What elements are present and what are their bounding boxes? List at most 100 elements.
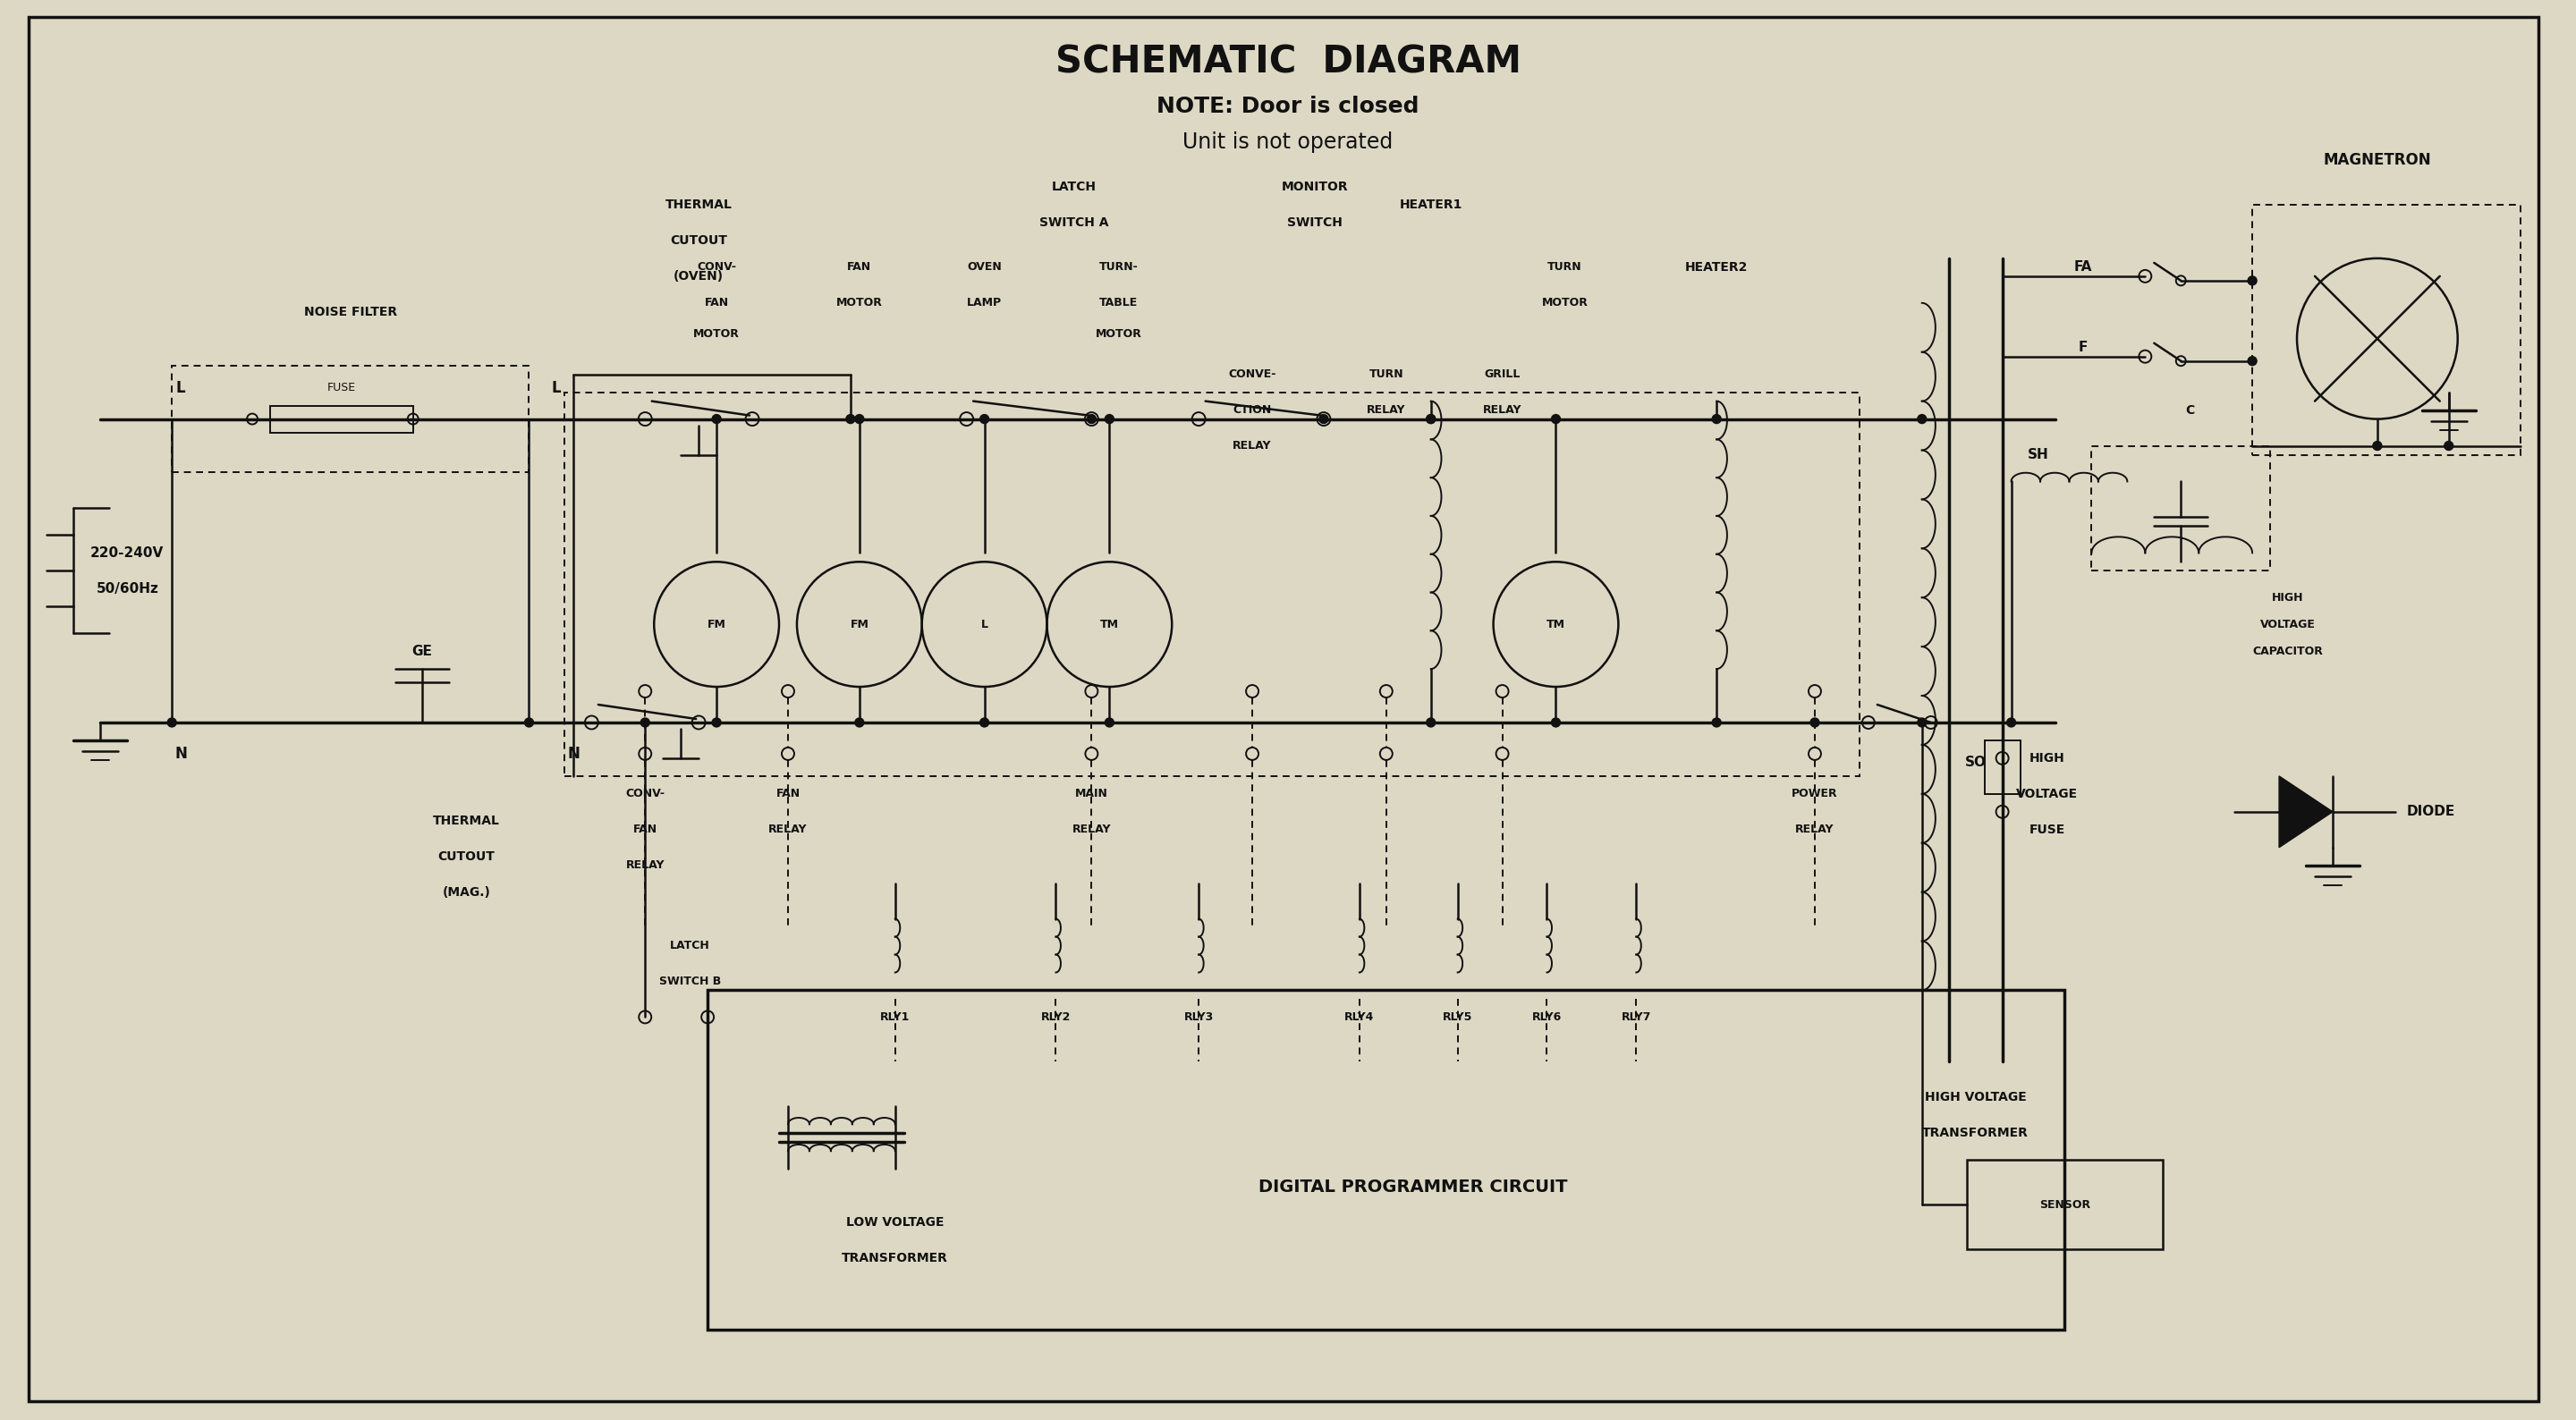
Text: (MAG.): (MAG.) xyxy=(443,886,489,899)
Text: CUTOUT: CUTOUT xyxy=(670,234,726,247)
Text: RLY5: RLY5 xyxy=(1443,1011,1473,1022)
Text: TURN-: TURN- xyxy=(1100,261,1139,273)
Circle shape xyxy=(1917,719,1927,727)
Text: RELAY: RELAY xyxy=(1484,405,1522,416)
Text: RLY1: RLY1 xyxy=(881,1011,909,1022)
Text: CONV-: CONV- xyxy=(626,788,665,799)
Circle shape xyxy=(1811,719,1819,727)
Circle shape xyxy=(1713,415,1721,423)
Text: MAIN: MAIN xyxy=(1074,788,1108,799)
Bar xyxy=(173,365,528,473)
Circle shape xyxy=(1427,719,1435,727)
Text: TRANSFORMER: TRANSFORMER xyxy=(1922,1127,2030,1139)
Bar xyxy=(270,406,412,432)
Text: CUTOUT: CUTOUT xyxy=(438,851,495,863)
Text: RELAY: RELAY xyxy=(626,859,665,870)
Text: 50/60Hz: 50/60Hz xyxy=(95,582,160,595)
Text: 220-240V: 220-240V xyxy=(90,547,165,559)
Circle shape xyxy=(711,719,721,727)
Circle shape xyxy=(1551,415,1561,423)
Text: FAN: FAN xyxy=(703,297,729,308)
Text: (OVEN): (OVEN) xyxy=(672,270,724,283)
Circle shape xyxy=(1551,719,1561,727)
Text: F: F xyxy=(2079,341,2087,355)
Text: TRANSFORMER: TRANSFORMER xyxy=(842,1252,948,1264)
Circle shape xyxy=(2445,442,2452,450)
Circle shape xyxy=(167,719,175,727)
Bar xyxy=(2092,446,2269,571)
Bar xyxy=(708,990,2066,1329)
Text: FUSE: FUSE xyxy=(2030,824,2066,836)
Bar xyxy=(1965,1160,2164,1250)
Text: SO: SO xyxy=(1965,755,1986,770)
Text: HIGH: HIGH xyxy=(2272,592,2303,604)
Text: HIGH VOLTAGE: HIGH VOLTAGE xyxy=(1924,1091,2027,1103)
Text: RLY6: RLY6 xyxy=(1533,1011,1561,1022)
Text: RELAY: RELAY xyxy=(1368,405,1406,416)
Circle shape xyxy=(1713,719,1721,727)
Circle shape xyxy=(1105,719,1113,727)
Text: HEATER2: HEATER2 xyxy=(1685,261,1749,274)
Circle shape xyxy=(526,719,533,727)
Text: HEATER1: HEATER1 xyxy=(1399,199,1463,212)
Text: FM: FM xyxy=(850,619,868,630)
Text: N: N xyxy=(567,746,580,761)
Text: MOTOR: MOTOR xyxy=(1095,328,1141,339)
Bar xyxy=(564,392,1860,777)
Circle shape xyxy=(855,719,863,727)
Circle shape xyxy=(855,415,863,423)
Text: FM: FM xyxy=(708,619,726,630)
Circle shape xyxy=(711,415,721,423)
Text: SWITCH: SWITCH xyxy=(1288,216,1342,229)
Text: Unit is not operated: Unit is not operated xyxy=(1182,132,1394,153)
Text: GRILL: GRILL xyxy=(1484,369,1520,381)
Circle shape xyxy=(2249,356,2257,365)
Text: NOISE FILTER: NOISE FILTER xyxy=(304,305,397,318)
Text: SWITCH B: SWITCH B xyxy=(659,976,721,987)
Text: FAN: FAN xyxy=(634,824,657,835)
Text: TM: TM xyxy=(1546,619,1566,630)
Circle shape xyxy=(2249,275,2257,285)
Text: CONVE-: CONVE- xyxy=(1229,369,1275,381)
Text: FAN: FAN xyxy=(775,788,801,799)
Text: L: L xyxy=(175,379,185,396)
Text: LOW VOLTAGE: LOW VOLTAGE xyxy=(845,1216,943,1228)
Text: CAPACITOR: CAPACITOR xyxy=(2254,645,2324,657)
Text: VOLTAGE: VOLTAGE xyxy=(2259,619,2316,630)
Circle shape xyxy=(1087,415,1095,423)
Text: GE: GE xyxy=(412,645,433,657)
Text: OVEN: OVEN xyxy=(966,261,1002,273)
Circle shape xyxy=(979,415,989,423)
Text: RELAY: RELAY xyxy=(768,824,806,835)
Text: LATCH: LATCH xyxy=(1051,180,1095,193)
Text: POWER: POWER xyxy=(1793,788,1837,799)
Text: N: N xyxy=(175,746,188,761)
Text: RLY2: RLY2 xyxy=(1041,1011,1072,1022)
Text: DIODE: DIODE xyxy=(2406,805,2455,818)
Text: SH: SH xyxy=(2027,447,2048,462)
Circle shape xyxy=(1917,415,1927,423)
Circle shape xyxy=(1319,415,1329,423)
Text: MOTOR: MOTOR xyxy=(693,328,739,339)
Bar xyxy=(1984,740,2020,794)
Text: FA: FA xyxy=(2074,260,2092,274)
Text: RELAY: RELAY xyxy=(1795,824,1834,835)
Text: THERMAL: THERMAL xyxy=(433,815,500,826)
Text: SWITCH A: SWITCH A xyxy=(1038,216,1108,229)
Text: RLY3: RLY3 xyxy=(1185,1011,1213,1022)
Text: FUSE: FUSE xyxy=(327,382,355,393)
Text: TURN: TURN xyxy=(1368,369,1404,381)
Text: THERMAL: THERMAL xyxy=(665,199,732,212)
Text: CTION: CTION xyxy=(1234,405,1273,416)
Text: CONV-: CONV- xyxy=(698,261,737,273)
Text: MOTOR: MOTOR xyxy=(837,297,884,308)
Text: L: L xyxy=(551,379,562,396)
Text: TURN: TURN xyxy=(1548,261,1582,273)
Bar xyxy=(2251,204,2519,454)
Circle shape xyxy=(2372,442,2383,450)
Text: RELAY: RELAY xyxy=(1072,824,1110,835)
Text: SENSOR: SENSOR xyxy=(2040,1198,2089,1210)
Circle shape xyxy=(641,719,649,727)
Text: DIGITAL PROGRAMMER CIRCUIT: DIGITAL PROGRAMMER CIRCUIT xyxy=(1260,1179,1569,1196)
Text: RELAY: RELAY xyxy=(1234,440,1273,452)
